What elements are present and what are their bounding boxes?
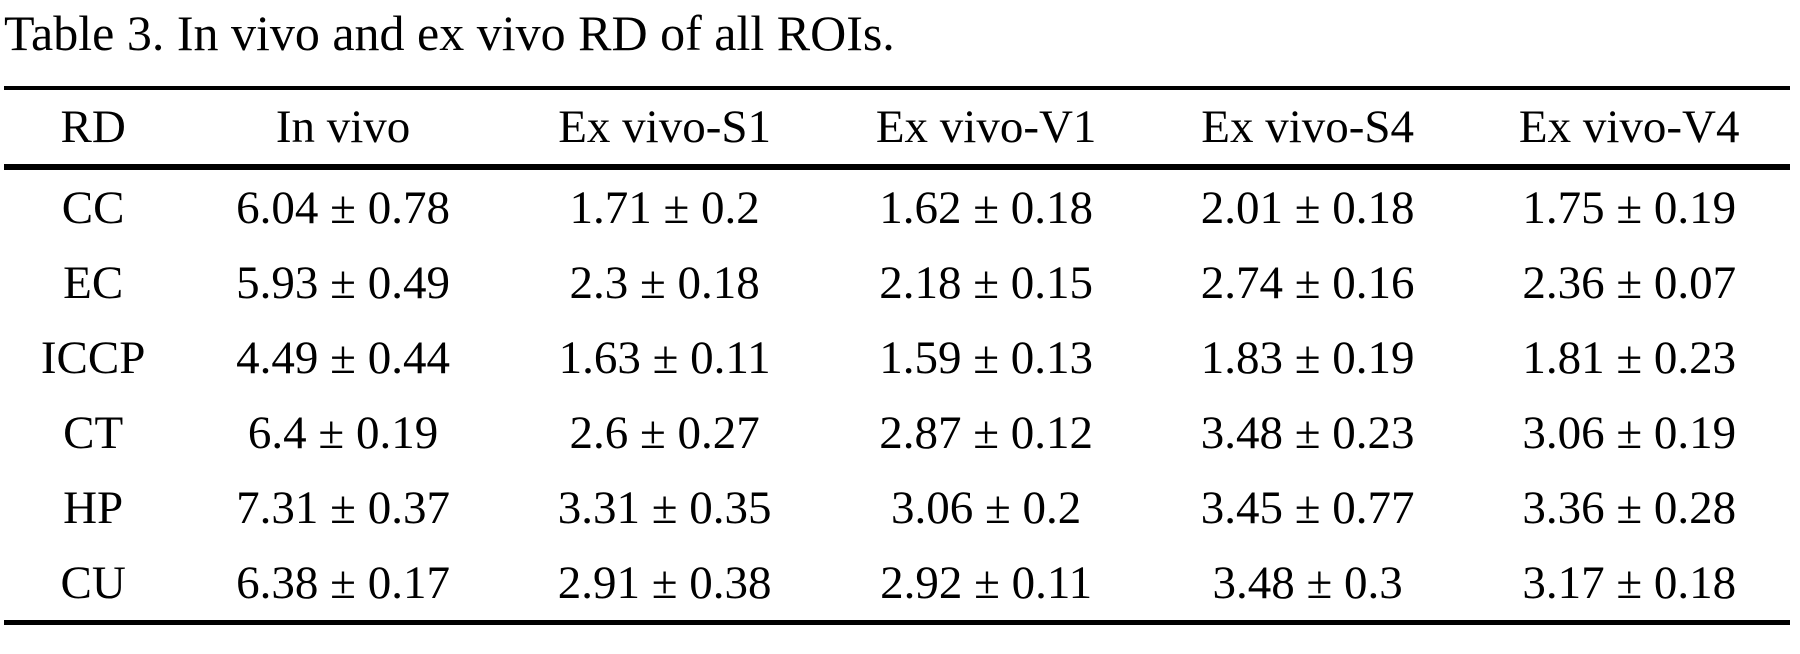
table-row: CT 6.4 ± 0.19 2.6 ± 0.27 2.87 ± 0.12 3.4… (4, 395, 1790, 470)
table-cell: 6.38 ± 0.17 (236, 556, 450, 609)
table-caption: Table 3. In vivo and ex vivo RD of all R… (4, 5, 895, 61)
table-row: CC 6.04 ± 0.78 1.71 ± 0.2 1.62 ± 0.18 2.… (4, 167, 1790, 245)
table-row: EC 5.93 ± 0.49 2.3 ± 0.18 2.18 ± 0.15 2.… (4, 245, 1790, 320)
row-label: CT (63, 406, 124, 459)
table-cell: 2.6 ± 0.27 (569, 406, 760, 459)
table-cell: 1.59 ± 0.13 (879, 331, 1094, 384)
table-cell: 4.49 ± 0.44 (236, 331, 450, 384)
table-cell: 5.93 ± 0.49 (236, 256, 450, 309)
column-header-ex-vivo-v4: Ex vivo-V4 (1518, 101, 1740, 153)
row-label: EC (63, 256, 124, 309)
table-cell: 2.01 ± 0.18 (1200, 181, 1415, 234)
table-cell: 2.36 ± 0.07 (1522, 256, 1737, 309)
table-row: HP 7.31 ± 0.37 3.31 ± 0.35 3.06 ± 0.2 3.… (4, 470, 1790, 545)
data-table: RD In vivo Ex vivo-S1 Ex vivo-V1 Ex vivo… (4, 86, 1790, 625)
table-cell: 1.81 ± 0.23 (1522, 331, 1737, 384)
table-cell: 7.31 ± 0.37 (236, 481, 450, 534)
table-cell: 2.92 ± 0.11 (880, 556, 1093, 609)
row-label: ICCP (40, 331, 146, 384)
table-cell: 1.63 ± 0.11 (558, 331, 771, 384)
table-cell: 2.3 ± 0.18 (569, 256, 760, 309)
row-label: CU (60, 556, 126, 609)
column-header-rd: RD (60, 101, 126, 153)
table-cell: 2.18 ± 0.15 (879, 256, 1094, 309)
header-row: RD In vivo Ex vivo-S1 Ex vivo-V1 Ex vivo… (4, 88, 1790, 167)
row-label: CC (61, 181, 125, 234)
table-cell: 1.83 ± 0.19 (1200, 331, 1415, 384)
row-label: HP (63, 481, 124, 534)
table-cell: 1.62 ± 0.18 (879, 181, 1094, 234)
table-cell: 3.45 ± 0.77 (1200, 481, 1415, 534)
column-header-in-vivo: In vivo (275, 101, 411, 153)
table-row: ICCP 4.49 ± 0.44 1.63 ± 0.11 1.59 ± 0.13… (4, 320, 1790, 395)
table-cell: 6.04 ± 0.78 (236, 181, 450, 234)
table-cell: 2.91 ± 0.38 (557, 556, 772, 609)
table-cell: 3.31 ± 0.35 (557, 481, 772, 534)
table-cell: 1.75 ± 0.19 (1522, 181, 1737, 234)
table-cell: 3.36 ± 0.28 (1522, 481, 1737, 534)
table-cell: 3.48 ± 0.23 (1200, 406, 1415, 459)
table-cell: 2.87 ± 0.12 (879, 406, 1094, 459)
table-cell: 1.71 ± 0.2 (569, 181, 760, 234)
table-cell: 3.17 ± 0.18 (1522, 556, 1737, 609)
table-cell: 6.4 ± 0.19 (247, 406, 439, 459)
table-cell: 2.74 ± 0.16 (1200, 256, 1415, 309)
table-row: CU 6.38 ± 0.17 2.91 ± 0.38 2.92 ± 0.11 3… (4, 545, 1790, 623)
column-header-ex-vivo-s4: Ex vivo-S4 (1201, 101, 1415, 153)
column-header-ex-vivo-v1: Ex vivo-V1 (875, 101, 1097, 153)
table-cell: 3.48 ± 0.3 (1212, 556, 1403, 609)
table-cell: 3.06 ± 0.2 (890, 481, 1082, 534)
table-cell: 3.06 ± 0.19 (1522, 406, 1737, 459)
column-header-ex-vivo-s1: Ex vivo-S1 (558, 101, 771, 153)
